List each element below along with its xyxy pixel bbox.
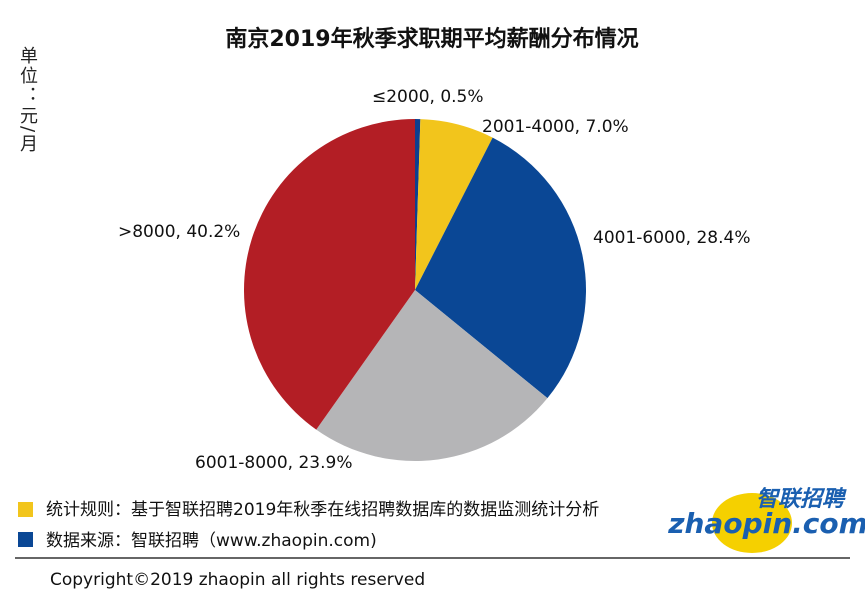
label-category: 2001-4000 (482, 117, 575, 137)
label-separator: , (575, 117, 586, 137)
labels: ≤2000, 0.5% 2001-4000, 7.0% 4001-6000, 28.… (118, 87, 751, 473)
slice (415, 137, 586, 399)
copyright: Copyright©2019 zhaopin all rights reserv… (50, 570, 425, 590)
label-category: ≤2000 (372, 87, 430, 107)
label-value: 23.9% (298, 453, 352, 473)
logo-domain: zhaopin.com (667, 507, 865, 540)
data-label: 4001-6000, 28.4% (593, 228, 751, 248)
logo-badge (712, 493, 792, 553)
label-category: 6001-8000 (195, 453, 288, 473)
label-separator: , (686, 228, 697, 248)
note-marker (18, 502, 33, 517)
slice (243, 118, 415, 430)
slice (316, 290, 548, 462)
note: 统计规则：基于智联招聘2019年秋季在线招聘数据库的数据监测统计分析 (46, 500, 599, 520)
unit-label: 单位：元/月 (17, 46, 38, 155)
slice (415, 119, 493, 290)
label-value: 0.5% (440, 87, 483, 107)
label-value: 40.2% (186, 222, 240, 242)
data-label: >8000, 40.2% (118, 222, 240, 242)
slice (415, 119, 421, 290)
logo-name: 智联招聘 (756, 486, 847, 512)
label-value: 28.4% (696, 228, 750, 248)
label-separator: , (430, 87, 441, 107)
note: 数据来源：智联招聘（www.zhaopin.com) (46, 531, 377, 551)
label-value: 7.0% (585, 117, 628, 137)
data-label: 2001-4000, 7.0% (482, 117, 629, 137)
label-category: >8000 (118, 222, 176, 242)
label-category: 4001-6000 (593, 228, 686, 248)
data-label: ≤2000, 0.5% (372, 87, 484, 107)
label-separator: , (176, 222, 187, 242)
data-label: 6001-8000, 23.9% (195, 453, 353, 473)
pie (243, 118, 586, 462)
note-marker (18, 532, 33, 547)
chart-title: 南京2019年秋季求职期平均薪酬分布情况 (225, 26, 638, 52)
label-separator: , (288, 453, 299, 473)
